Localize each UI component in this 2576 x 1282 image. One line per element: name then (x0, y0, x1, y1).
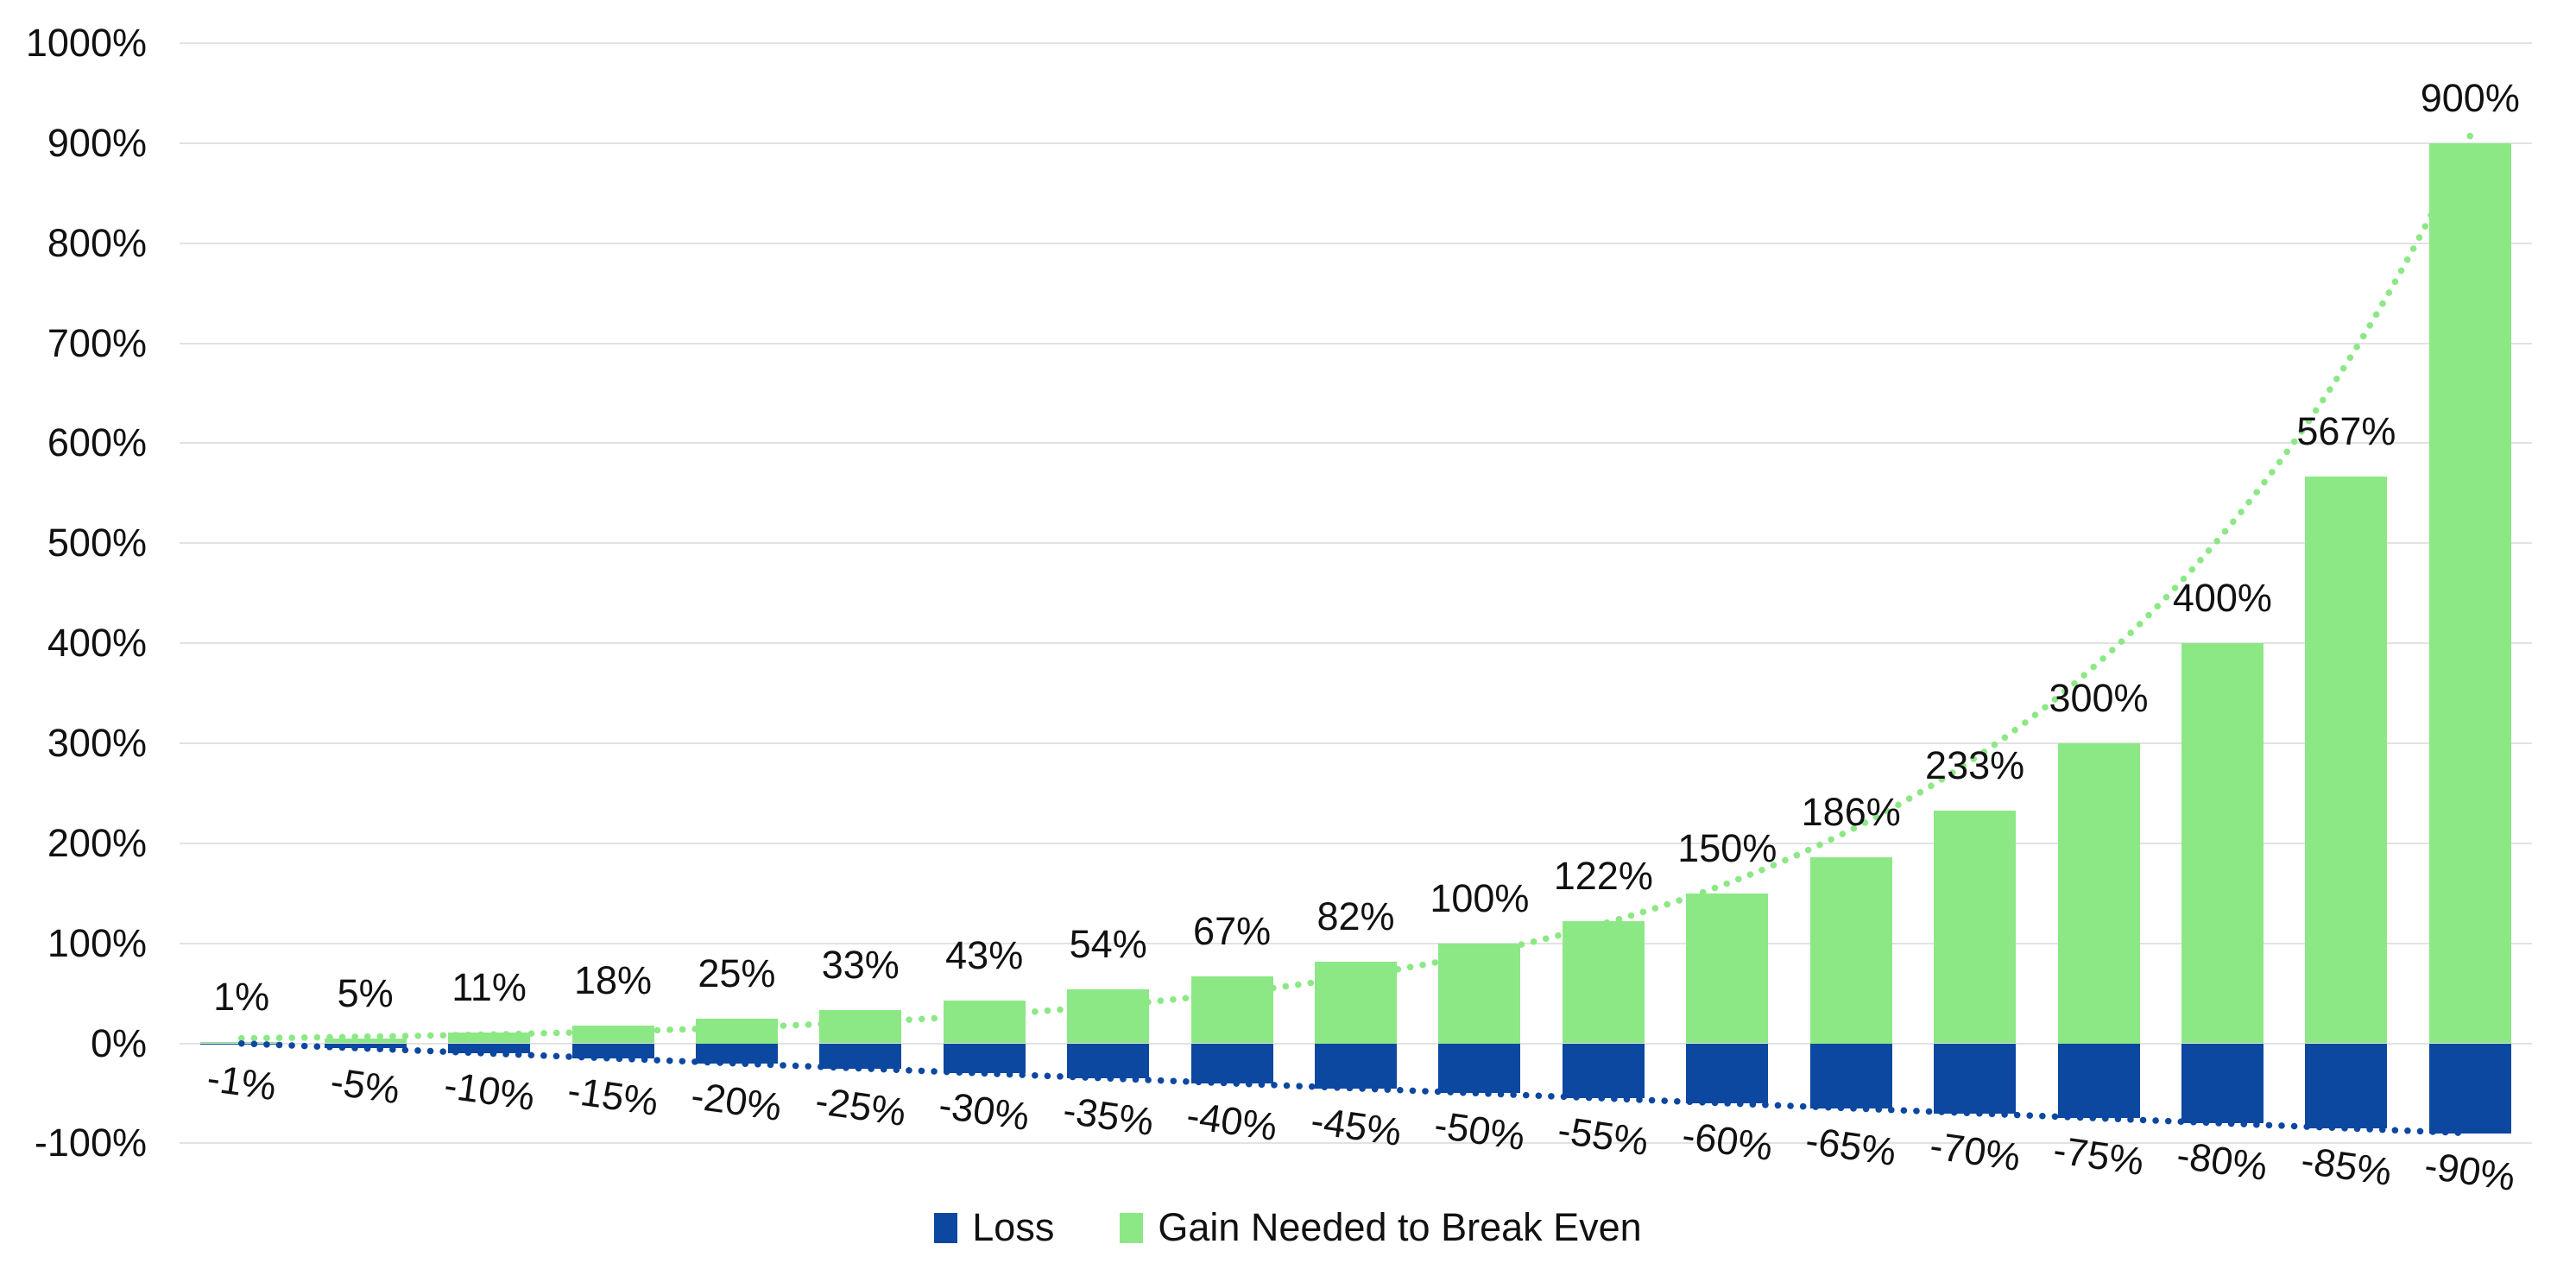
gain-value-label: 11% (451, 964, 527, 1009)
gain-value-label: 1% (213, 975, 270, 1020)
gain-value-label: 233% (1925, 742, 2025, 787)
legend-label-loss: Loss (972, 1205, 1055, 1249)
y-tick-label: 100% (47, 920, 147, 965)
loss-bar (1934, 1043, 2017, 1114)
loss-bar (1190, 1043, 1273, 1083)
gridline (180, 142, 2532, 144)
loss-bar (1686, 1043, 1769, 1103)
legend-item-loss: Loss (934, 1205, 1054, 1250)
gain-bar (200, 1042, 283, 1044)
y-tick-label: 0% (90, 1020, 147, 1065)
gridline (180, 1142, 2532, 1145)
gain-value-label: 43% (945, 932, 1024, 977)
loss-bar (1809, 1043, 1892, 1108)
loss-bar (1315, 1043, 1397, 1089)
gain-bar (2057, 743, 2140, 1044)
gain-bar (1562, 921, 1645, 1044)
loss-bar (200, 1043, 283, 1045)
gridline (180, 42, 2532, 44)
gridline (180, 942, 2532, 944)
legend-label-gain: Gain Needed to Break Even (1158, 1205, 1642, 1249)
gain-value-label: 400% (2172, 576, 2272, 621)
gain-value-label: 18% (573, 957, 653, 1002)
legend-swatch-loss-icon (934, 1212, 958, 1243)
gain-value-label: 5% (337, 970, 394, 1015)
gain-value-label: 100% (1430, 875, 1530, 920)
gridline (180, 342, 2532, 344)
loss-bar (1562, 1043, 1645, 1099)
loss-bar (2305, 1043, 2388, 1128)
gridline (180, 842, 2532, 844)
gridline (180, 742, 2532, 744)
gain-bar (2181, 643, 2263, 1044)
legend-swatch-gain-icon (1120, 1212, 1144, 1243)
gain-bar (2305, 476, 2388, 1044)
loss-bar (2057, 1043, 2140, 1119)
gain-value-label: 567% (2296, 408, 2396, 453)
gain-value-label: 33% (821, 943, 900, 988)
loss-bar (448, 1043, 531, 1054)
loss-bar (2181, 1043, 2263, 1124)
gain-bar (1686, 893, 1769, 1044)
gridline (180, 642, 2532, 645)
legend-item-gain: Gain Needed to Break Even (1120, 1205, 1642, 1250)
gain-bar (1438, 943, 1521, 1044)
y-tick-label: 700% (47, 320, 147, 365)
y-tick-label: 800% (47, 220, 147, 265)
loss-bar (943, 1043, 1026, 1074)
gain-value-label: 150% (1677, 825, 1777, 870)
gain-bar (1934, 810, 2017, 1044)
gain-value-label: 67% (1193, 908, 1272, 953)
gain-value-label: 25% (698, 950, 776, 995)
y-tick-label: 200% (47, 820, 147, 865)
gain-bar (1067, 988, 1150, 1044)
loss-bar (571, 1043, 654, 1058)
y-tick-label: 600% (47, 420, 147, 465)
gain-value-label: 54% (1069, 921, 1147, 966)
gridline (180, 542, 2532, 545)
gain-value-label: 122% (1553, 854, 1653, 899)
y-tick-label: 500% (47, 521, 147, 565)
gain-bar (448, 1032, 531, 1044)
loss-bar (1438, 1043, 1521, 1094)
gridline (180, 242, 2532, 244)
gain-bar (819, 1010, 902, 1044)
gain-value-label: 900% (2420, 75, 2520, 120)
gain-bar (1315, 961, 1397, 1044)
gain-bar (695, 1018, 778, 1044)
gain-bar (943, 1000, 1026, 1044)
y-tick-label: 900% (47, 120, 147, 165)
gain-bar (1190, 976, 1273, 1044)
y-tick-label: 1000% (25, 21, 147, 65)
y-tick-label: -100% (34, 1121, 147, 1165)
category-label: -90% (2421, 1142, 2518, 1199)
gridline (180, 442, 2532, 445)
legend: Loss Gain Needed to Break Even (0, 1205, 2576, 1250)
loss-bar (324, 1043, 407, 1049)
gain-bar (2428, 142, 2511, 1044)
gain-bar (1809, 857, 1892, 1044)
gain-value-label: 300% (2049, 676, 2149, 720)
gain-bar (571, 1025, 654, 1044)
y-tick-label: 300% (47, 721, 147, 765)
gain-bar (324, 1038, 407, 1044)
loss-bar (1067, 1043, 1150, 1078)
gain-value-label: 186% (1801, 790, 1901, 834)
loss-bar (819, 1043, 902, 1069)
gain-value-label: 82% (1316, 894, 1395, 938)
y-tick-label: 400% (47, 621, 147, 666)
loss-bar (695, 1043, 778, 1064)
loss-bar (2428, 1043, 2511, 1134)
